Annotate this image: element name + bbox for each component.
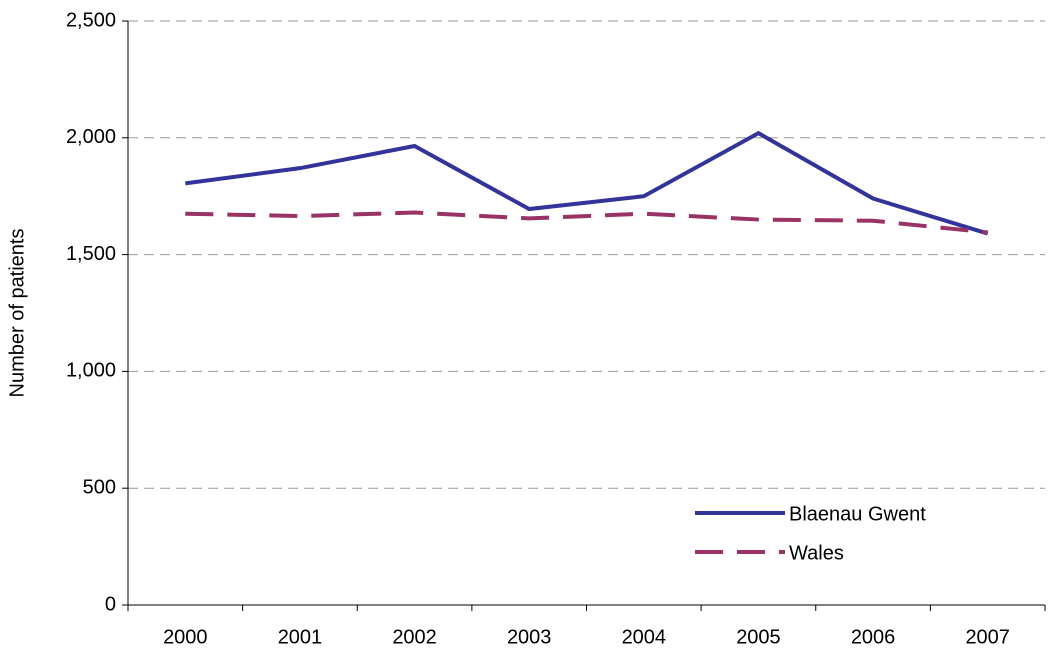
- y-tick-label: 1,000: [66, 360, 116, 382]
- x-tick-label: 2000: [163, 626, 208, 648]
- legend-label: Blaenau Gwent: [789, 503, 926, 525]
- x-tick-label: 2006: [851, 626, 896, 648]
- series-line: [185, 210, 988, 235]
- y-tick-label: 1,500: [66, 243, 116, 265]
- y-axis-label: Number of patients: [6, 229, 28, 398]
- x-tick-label: 2007: [965, 626, 1010, 648]
- y-tick-label: 2,000: [66, 126, 116, 148]
- series-line: [185, 130, 989, 236]
- x-tick-label: 2003: [507, 626, 552, 648]
- x-tick-label: 2005: [736, 626, 781, 648]
- x-tick-label: 2002: [392, 626, 437, 648]
- y-tick-label: 0: [105, 593, 116, 615]
- y-tick-label: 500: [83, 476, 116, 498]
- y-tick-label: 2,500: [66, 9, 116, 31]
- x-tick-label: 2004: [622, 626, 667, 648]
- legend-label: Wales: [789, 542, 844, 564]
- x-tick-label: 2001: [278, 626, 323, 648]
